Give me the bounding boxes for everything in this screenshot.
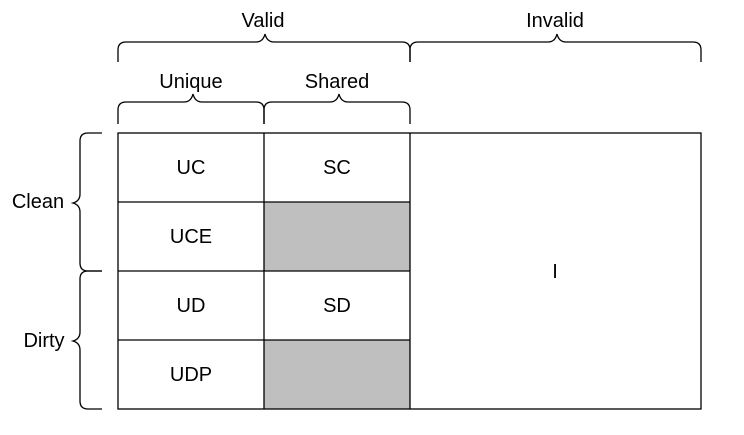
cell-udp: UDP <box>170 364 212 386</box>
dirty-brace <box>70 270 102 410</box>
cell-sc: SC <box>323 157 351 179</box>
cell-i: I <box>552 261 558 283</box>
empty-shared-dirty-pending-cell <box>264 340 410 409</box>
unique-label: Unique <box>159 71 222 93</box>
unique-brace <box>117 93 265 124</box>
cell-uce: UCE <box>170 226 212 248</box>
invalid-label: Invalid <box>526 10 584 32</box>
cell-ud: UD <box>177 295 206 317</box>
shared-label: Shared <box>305 71 370 93</box>
cell-sd: SD <box>323 295 351 317</box>
shared-brace <box>263 93 411 124</box>
clean-label: Clean <box>12 191 64 213</box>
clean-brace <box>70 132 102 272</box>
invalid-brace <box>409 33 702 62</box>
valid-label: Valid <box>242 10 285 32</box>
dirty-label: Dirty <box>23 330 64 352</box>
valid-brace <box>117 33 411 62</box>
cell-uc: UC <box>177 157 206 179</box>
empty-shared-clean-exclusive-cell <box>264 202 410 271</box>
